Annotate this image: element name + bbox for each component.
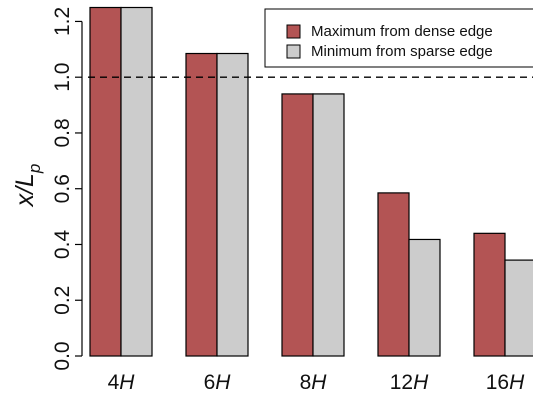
y-tick-label: 0.0 xyxy=(51,341,74,370)
y-tick-label: 1.0 xyxy=(51,63,74,92)
bar-minimum xyxy=(504,259,533,357)
x-tick-label: 8H xyxy=(300,371,328,394)
legend: Maximum from dense edge Minimum from spa… xyxy=(264,8,533,68)
axes: 0.0 0.2 0.4 0.6 0.8 1.0 1.2 xyxy=(51,7,83,371)
legend-swatch-minimum xyxy=(286,44,301,59)
legend-box xyxy=(264,8,533,68)
y-tick-label: 0.6 xyxy=(51,174,74,203)
y-tick-label: 1.2 xyxy=(51,7,74,36)
bar-minimum xyxy=(312,93,345,357)
bar-maximum xyxy=(89,6,122,357)
x-tick-label: 12H xyxy=(390,371,429,394)
bar-maximum xyxy=(281,93,314,357)
bar-maximum xyxy=(377,192,410,357)
legend-label-maximum: Maximum from dense edge xyxy=(311,23,493,40)
bar-minimum xyxy=(408,238,441,357)
y-axis-label-main: x/L xyxy=(11,173,39,207)
x-tick-label: 6H xyxy=(204,371,232,394)
bar-maximum xyxy=(185,52,218,357)
y-axis-label-sub: p xyxy=(25,164,44,174)
x-tick-labels: 4H 6H 8H 12H 16H xyxy=(108,371,526,394)
y-tick-label: 0.8 xyxy=(51,118,74,147)
bars xyxy=(89,6,533,357)
y-ticks: 0.0 0.2 0.4 0.6 0.8 1.0 1.2 xyxy=(51,7,82,371)
y-tick-label: 0.2 xyxy=(51,286,74,315)
y-axis-label: x/Lp xyxy=(11,164,44,208)
x-tick-label: 16H xyxy=(486,371,525,394)
x-tick-label: 4H xyxy=(108,371,136,394)
y-tick-label: 0.4 xyxy=(51,230,74,260)
bar-minimum xyxy=(120,6,153,357)
bar-maximum xyxy=(473,232,506,357)
bar-minimum xyxy=(216,52,249,357)
legend-label-minimum: Minimum from sparse edge xyxy=(311,43,493,60)
legend-swatch-maximum xyxy=(286,24,301,39)
